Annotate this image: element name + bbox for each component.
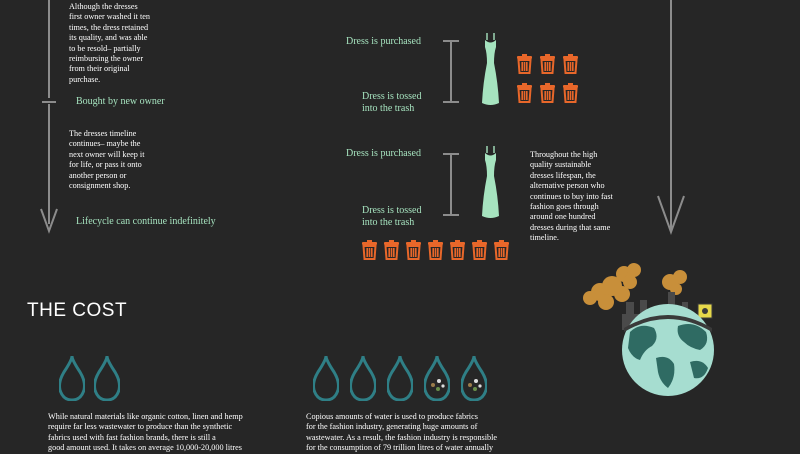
bracket-1-line (450, 40, 452, 102)
trash-can-icon (563, 54, 578, 74)
trash-can-icon (540, 83, 555, 103)
left-timeline-line-top (48, 0, 50, 98)
left-timeline-tick (42, 101, 56, 103)
dress-icon (481, 146, 500, 219)
trash-can-icon (494, 240, 509, 260)
bracket-2-bottom (443, 214, 459, 216)
dress-purchased-label-1: Dress is purchased (346, 36, 421, 47)
trash-can-icon (362, 240, 377, 260)
water-drop-icon (350, 355, 376, 401)
cost-right-text: Copious amounts of water is used to prod… (306, 412, 498, 453)
left-timeline-line-bottom (48, 104, 50, 224)
dress-icon (481, 33, 500, 106)
timeline-text: The dresses timeline continues– maybe th… (69, 129, 145, 191)
arrow-down-icon (657, 195, 685, 235)
trash-can-icon (450, 240, 465, 260)
bracket-1-bottom (443, 101, 459, 103)
arrow-down-icon (40, 208, 58, 234)
trash-can-icon (563, 83, 578, 103)
trash-can-icon (517, 83, 532, 103)
water-drop-icon (387, 355, 413, 401)
bought-by-new-owner-label: Bought by new owner (76, 96, 165, 107)
earth-pollution-icon (583, 263, 714, 396)
bracket-2-line (450, 153, 452, 215)
water-drop-icon (59, 355, 85, 401)
trash-can-icon (406, 240, 421, 260)
polluted-water-drop-icon (424, 355, 450, 401)
dress-purchased-label-2: Dress is purchased (346, 148, 421, 159)
trash-can-icon (540, 54, 555, 74)
lifecycle-label: Lifecycle can continue indefinitely (76, 216, 216, 227)
trash-can-icon (517, 54, 532, 74)
fast-fashion-side-text: Throughout the high quality sustainable … (530, 150, 613, 243)
cost-left-text: While natural materials like organic cot… (48, 412, 243, 453)
trash-can-icon (428, 240, 443, 260)
right-arrow-line (670, 0, 672, 230)
water-drop-icon (313, 355, 339, 401)
cost-title: THE COST (27, 300, 128, 321)
dress-tossed-label-2: Dress is tossed into the trash (362, 205, 422, 228)
water-drop-icon (94, 355, 120, 401)
trash-can-icon (384, 240, 399, 260)
polluted-water-drop-icon (461, 355, 487, 401)
intro-text: Although the dresses first owner washed … (69, 2, 150, 84)
dress-tossed-label-1: Dress is tossed into the trash (362, 91, 422, 114)
trash-can-icon (472, 240, 487, 260)
